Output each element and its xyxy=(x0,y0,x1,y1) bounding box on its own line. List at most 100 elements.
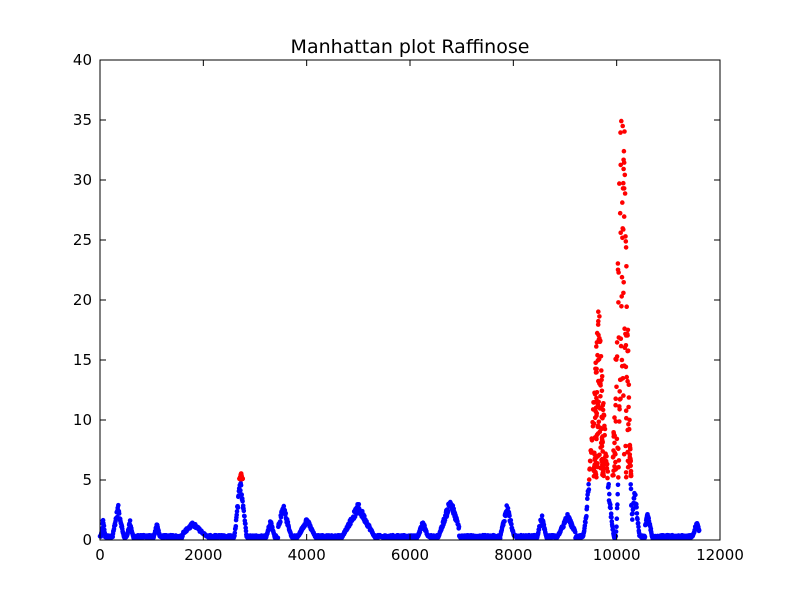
significant-point xyxy=(613,356,618,362)
data-point xyxy=(643,521,649,527)
significant-point xyxy=(625,378,630,384)
significant-point xyxy=(623,470,629,475)
x-tick-label: 2000 xyxy=(184,546,222,564)
data-point xyxy=(242,514,247,519)
significant-point xyxy=(593,460,599,465)
significant-point xyxy=(595,322,601,327)
data-point xyxy=(607,491,612,497)
significant-point xyxy=(626,404,631,410)
significant-point xyxy=(605,475,610,481)
significant-point xyxy=(616,300,621,305)
significant-point xyxy=(595,424,601,430)
significant-point xyxy=(613,396,618,402)
y-tick-label: 15 xyxy=(73,351,92,369)
x-tick-label: 8000 xyxy=(494,546,532,564)
significant-point xyxy=(621,393,626,398)
data-point xyxy=(232,530,238,536)
significant-point xyxy=(613,419,619,424)
significant-point xyxy=(622,191,628,196)
significant-point xyxy=(586,477,592,482)
significant-point xyxy=(617,210,623,216)
data-point xyxy=(234,509,240,514)
significant-point xyxy=(624,264,629,269)
data-point xyxy=(635,516,640,522)
significant-point xyxy=(625,464,631,470)
y-tick-label: 30 xyxy=(73,171,92,189)
data-point xyxy=(628,482,633,487)
significant-point xyxy=(621,186,627,191)
significant-point xyxy=(598,394,603,399)
data-point xyxy=(234,512,239,518)
significant-point xyxy=(599,368,604,373)
data-point xyxy=(584,504,590,510)
significant-point xyxy=(616,446,621,452)
significant-point xyxy=(619,274,625,280)
significant-point xyxy=(616,335,622,340)
significant-point xyxy=(623,408,629,414)
data-point xyxy=(362,513,367,519)
significant-point xyxy=(621,227,626,232)
significant-point xyxy=(596,309,601,315)
data-point xyxy=(240,498,245,504)
y-tick-label: 40 xyxy=(73,51,92,69)
significant-point xyxy=(619,304,624,309)
data-point xyxy=(634,511,640,516)
significant-point xyxy=(597,336,602,341)
significant-point xyxy=(598,354,604,359)
data-point xyxy=(614,516,620,521)
significant-point xyxy=(615,267,621,273)
data-point xyxy=(609,515,614,520)
data-point xyxy=(585,496,590,502)
x-tick-label: 10000 xyxy=(593,546,641,564)
data-point xyxy=(586,481,591,487)
data-point xyxy=(539,513,545,518)
significant-point xyxy=(596,419,602,425)
significant-point xyxy=(626,422,631,427)
significant-point xyxy=(597,381,603,387)
data-point xyxy=(278,515,284,520)
significant-point xyxy=(618,396,623,402)
significant-point xyxy=(622,172,628,178)
significant-point xyxy=(605,469,611,474)
significant-point xyxy=(622,129,627,134)
chart-title: Manhattan plot Raffinose xyxy=(291,36,530,58)
significant-point xyxy=(618,230,623,235)
data-point xyxy=(696,527,702,533)
significant-point xyxy=(599,374,605,379)
data-point xyxy=(502,519,507,524)
significant-point xyxy=(623,474,629,480)
significant-point xyxy=(614,384,619,390)
data-point xyxy=(608,505,613,511)
significant-point xyxy=(591,473,597,479)
y-tick-label: 20 xyxy=(73,291,92,309)
significant-point xyxy=(599,435,605,441)
y-tick-label: 5 xyxy=(82,471,92,489)
significant-point xyxy=(617,389,622,394)
data-point xyxy=(628,486,634,492)
significant-point xyxy=(624,374,629,380)
significant-point xyxy=(599,414,604,420)
data-point xyxy=(281,503,287,509)
y-tick-label: 25 xyxy=(73,231,92,249)
y-tick-label: 0 xyxy=(82,531,92,549)
data-point xyxy=(615,482,621,488)
data-point xyxy=(243,521,248,527)
data-point xyxy=(633,492,638,498)
data-point xyxy=(613,533,619,539)
significant-point xyxy=(596,318,601,324)
significant-point xyxy=(599,426,605,432)
significant-point xyxy=(625,427,630,433)
significant-point xyxy=(620,123,625,129)
significant-point xyxy=(594,369,599,375)
significant-point xyxy=(620,200,625,205)
data-point xyxy=(642,534,648,540)
data-point xyxy=(613,529,619,534)
data-point xyxy=(508,518,514,523)
data-point xyxy=(584,513,589,519)
data-point xyxy=(507,513,512,519)
significant-point xyxy=(624,304,629,310)
data-point xyxy=(356,502,362,507)
significant-point xyxy=(621,157,626,163)
significant-point xyxy=(627,443,632,449)
significant-point xyxy=(623,234,628,239)
